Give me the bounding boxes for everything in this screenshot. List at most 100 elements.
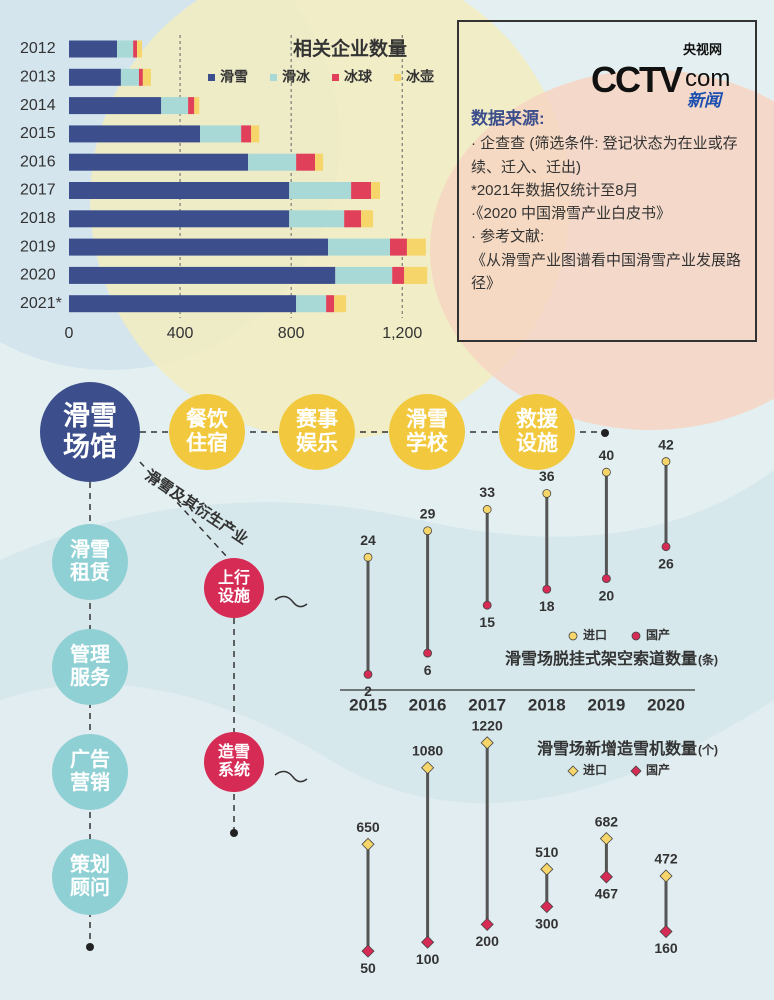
bar-segment — [137, 40, 143, 58]
node-label: 管理服务 — [70, 644, 110, 689]
value-label: 650 — [356, 819, 380, 835]
value-label: 1220 — [472, 718, 503, 734]
value-label: 300 — [535, 915, 559, 931]
y-tick-label: 2013 — [20, 69, 56, 86]
bar-segment — [351, 182, 372, 199]
point — [423, 526, 433, 536]
bar-segment — [392, 266, 405, 284]
end-dot — [230, 829, 238, 837]
equipment-node: 上行设施 — [204, 558, 264, 618]
bar-segment — [200, 125, 242, 143]
node-label: 赛事娱乐 — [296, 407, 338, 455]
point — [659, 869, 673, 883]
bar-segment — [117, 40, 134, 58]
point — [423, 648, 433, 658]
legend-swatch — [631, 631, 641, 641]
legend-swatch — [394, 74, 401, 81]
end-dot — [86, 943, 94, 951]
bar-segment — [69, 266, 336, 284]
y-tick-label: 2016 — [20, 153, 56, 170]
bar-segment — [161, 97, 189, 115]
value-label: 50 — [360, 960, 376, 976]
bar-segment — [194, 97, 200, 115]
bar-segment — [69, 68, 121, 86]
y-tick-label: 2018 — [20, 210, 56, 227]
legend-swatch — [567, 765, 579, 777]
y-tick-label: 2015 — [20, 125, 56, 142]
value-label: 20 — [599, 587, 615, 603]
point — [421, 761, 435, 775]
bar-segment — [315, 153, 324, 171]
value-label: 100 — [416, 951, 440, 967]
bar-segment — [120, 68, 139, 86]
point — [661, 457, 671, 466]
value-label: 42 — [658, 436, 674, 452]
legend-label: 进口 — [583, 627, 607, 642]
value-label: 1080 — [412, 742, 443, 758]
y-tick-label: 2020 — [20, 267, 56, 284]
x-tick-label: 800 — [278, 325, 305, 342]
bar-segment — [142, 68, 151, 86]
value-label: 160 — [654, 940, 678, 956]
point — [661, 542, 671, 552]
bar-segment — [334, 295, 347, 313]
bar-segment — [404, 266, 428, 284]
point — [482, 600, 492, 610]
point — [361, 944, 375, 958]
bar-segment — [133, 40, 138, 58]
y-tick-label: 2021* — [20, 295, 62, 312]
node-label: 策划顾问 — [70, 854, 110, 899]
operation-node: 广告营销 — [52, 734, 128, 810]
y-tick-label: 2014 — [20, 97, 56, 114]
chart-title: 相关企业数量 — [293, 37, 407, 60]
source-item: · 参考文献: — [471, 228, 545, 246]
legend-swatch — [270, 74, 277, 81]
chart-unit: (个) — [698, 742, 718, 757]
legend-label: 滑冰 — [282, 69, 311, 85]
logo-domain: com — [685, 65, 731, 92]
bar-segment — [248, 153, 297, 171]
x-tick-label: 1,200 — [382, 325, 422, 342]
value-label: 682 — [595, 813, 619, 829]
bar-segment — [371, 182, 381, 199]
node-label: 餐饮住宿 — [186, 407, 228, 455]
bar-segment — [69, 238, 329, 256]
bg-shape — [430, 70, 774, 430]
legend-label: 国产 — [646, 762, 670, 777]
y-tick-label: 2017 — [20, 182, 56, 199]
x-tick-label: 2019 — [587, 695, 625, 714]
center-node: 滑雪场馆 — [40, 382, 140, 482]
value-label: 467 — [595, 886, 619, 902]
node-label: 滑雪学校 — [406, 407, 448, 455]
node-label: 造雪系统 — [217, 743, 250, 779]
y-tick-label: 2019 — [20, 238, 56, 255]
bar-segment — [188, 97, 195, 115]
point — [482, 505, 492, 514]
point — [421, 935, 435, 949]
equipment-node: 造雪系统 — [204, 732, 264, 792]
point — [602, 467, 611, 477]
bar-segment — [138, 68, 143, 86]
bar-segment — [296, 295, 327, 313]
logo-site: 央视网 — [683, 42, 723, 57]
operation-node: 策划顾问 — [52, 839, 128, 915]
x-tick-label: 0 — [65, 325, 74, 342]
swirl — [274, 595, 308, 608]
source-item: ·《2020 中国滑雪产业白皮书》 — [471, 205, 672, 223]
x-tick-label: 2020 — [647, 695, 685, 714]
x-tick-label: 400 — [167, 325, 194, 342]
point — [602, 574, 611, 583]
source-item: 《从滑雪产业图谱看中国滑雪产业发展路径》 — [471, 251, 742, 292]
bar-segment — [328, 238, 391, 256]
bar-segment — [390, 238, 407, 256]
service-node: 餐饮住宿 — [169, 394, 245, 470]
value-label: 18 — [539, 598, 555, 614]
legend-swatch — [332, 74, 339, 81]
service-node: 救援设施 — [499, 394, 575, 470]
chart-title: 滑雪场脱挂式架空索道数量 — [505, 649, 697, 668]
legend-label: 进口 — [583, 762, 607, 777]
service-node: 赛事娱乐 — [279, 394, 355, 470]
x-tick-label: 2017 — [468, 695, 506, 714]
bar-segment — [69, 295, 297, 313]
